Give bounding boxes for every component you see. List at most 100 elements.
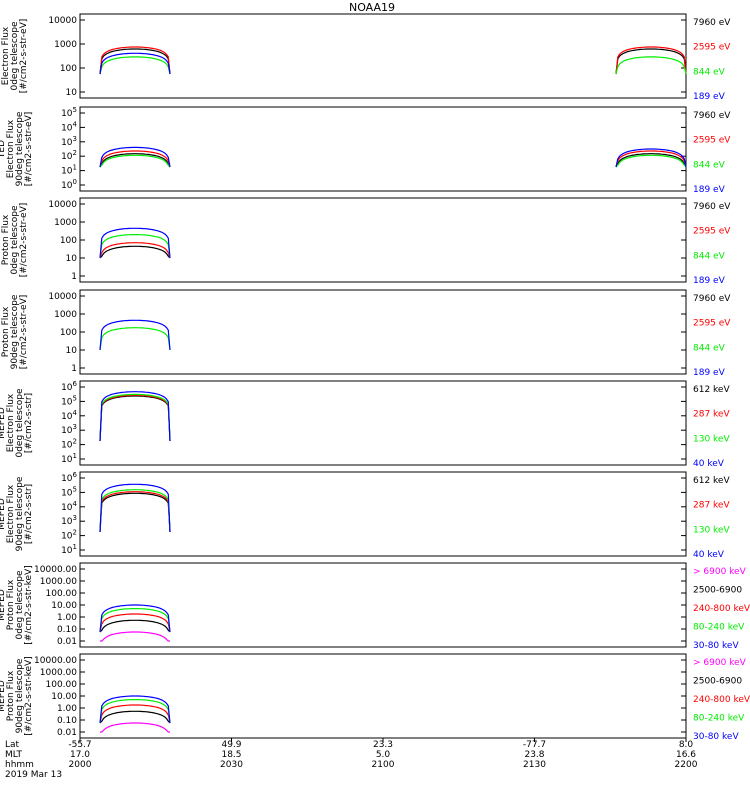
series-line (99, 491, 171, 533)
y-tick-label: 10 (66, 346, 78, 356)
y-tick-label: 100.00 (46, 680, 78, 690)
footer-mlt: 18.5 (221, 750, 241, 760)
y-tick-label: 1 (71, 272, 77, 282)
footer-mlt: 5.0 (376, 750, 391, 760)
legend-entry: 189 eV (693, 185, 726, 195)
legend-entry: 2595 eV (693, 43, 731, 53)
y-tick-label: 102 (61, 529, 77, 542)
y-tick-label: 0.01 (57, 728, 77, 738)
panel-7: 10000.00 1000.00 100.00 10.00 1.00 0.10 0.01 ME… (0, 562, 750, 651)
footer-row-label: 2019 Mar 13 (5, 770, 62, 780)
series-line (99, 619, 171, 633)
y-tick-label: 1.00 (57, 704, 77, 714)
y-tick-label: 10 (66, 88, 78, 98)
y-tick-label: 100.00 (46, 589, 78, 599)
y-tick-label: 1000.00 (40, 577, 77, 587)
footer-lat: -55.7 (68, 740, 91, 750)
y-axis-label: MEPEDElectron Flux0deg telescope[#/cm2-s… (0, 388, 34, 458)
y-tick-label: 104 (61, 500, 77, 513)
legend-entry: 189 eV (693, 276, 726, 286)
y-tick-label: 1000 (54, 310, 77, 320)
legend-entry: 30-80 keV (693, 641, 739, 651)
panel-3: 10000 1000 100 10 1 Proton Flux0deg telescope… (1, 197, 731, 286)
footer-hhmm: 2200 (675, 760, 698, 770)
series-line (99, 48, 687, 75)
series-line (99, 613, 171, 633)
y-tick-label: 104 (61, 409, 77, 422)
legend-entry: 2500-6900 (693, 586, 742, 596)
y-tick-label: 105 (61, 394, 77, 407)
legend-entry: 2595 eV (693, 136, 731, 146)
y-tick-label: 105 (61, 106, 77, 119)
series-line (99, 699, 171, 724)
series-line (99, 492, 171, 533)
y-tick-label: 10 (66, 254, 78, 264)
y-tick-label: 103 (61, 423, 77, 436)
legend-entry: 189 eV (693, 368, 726, 378)
legend-entry: 40 keV (693, 459, 725, 469)
footer-lat: -77.7 (523, 740, 546, 750)
y-tick-label: 10000.00 (34, 565, 77, 575)
series-line (100, 722, 170, 733)
y-axis-label: MEPEDElectron Flux90deg telescope[#/cm2-… (0, 476, 34, 551)
footer-row-label: MLT (5, 750, 23, 760)
y-axis-label: Electron Flux0deg telescope[#/cm2-s-str-… (1, 19, 29, 94)
legend-entry: 7960 eV (693, 111, 731, 121)
y-tick-label: 10000.00 (34, 656, 77, 666)
y-tick-label: 0.10 (57, 625, 77, 635)
y-tick-label: 0.10 (57, 716, 77, 726)
legend-entry: 2500-6900 (693, 677, 742, 687)
y-tick-label: 101 (61, 543, 77, 556)
y-axis-label: Proton Flux90deg telescope[#/cm2-s-str-e… (1, 294, 29, 369)
series-line (99, 242, 171, 259)
legend-entry: 240-800 keV (693, 604, 750, 614)
legend-entry: 2595 eV (693, 319, 731, 329)
y-axis-label: TEDElectron Flux90deg telescope[#/cm2-s-… (0, 111, 34, 186)
series-line (99, 52, 171, 75)
footer-row-label: hhmm (5, 760, 34, 770)
legend-entry: 7960 eV (693, 294, 731, 304)
y-axis-label: MEPEDProton Flux0deg telescope[#/cm2-s-s… (0, 565, 34, 644)
plot-frame (79, 197, 687, 283)
legend-entry: 844 eV (693, 67, 726, 77)
footer-hhmm: 2130 (523, 760, 546, 770)
legend-entry: > 6900 keV (693, 658, 747, 668)
footer-lat: 8.0 (679, 740, 694, 750)
series-line (100, 631, 170, 642)
series-line (99, 395, 171, 442)
legend-entry: 612 keV (693, 385, 730, 395)
y-tick-label: 103 (61, 514, 77, 527)
legend-entry: 80-240 keV (693, 714, 745, 724)
footer-lat: 23.3 (373, 740, 393, 750)
y-tick-label: 1000 (54, 40, 77, 50)
y-tick-label: 105 (61, 485, 77, 498)
legend-entry: 612 keV (693, 476, 730, 486)
legend-entry: 130 keV (693, 525, 730, 535)
series-line (99, 604, 171, 633)
legend-entry: 2595 eV (693, 227, 731, 237)
footer-lat: 49.9 (221, 740, 241, 750)
plot-frame (79, 13, 687, 99)
series-line (99, 483, 171, 533)
series-line (99, 393, 171, 442)
plot-frame (79, 471, 687, 557)
series-line (99, 704, 171, 724)
plot-frame (79, 106, 687, 192)
footer-hhmm: 2100 (372, 760, 395, 770)
y-tick-label: 1000 (54, 218, 77, 228)
plot-frame (79, 380, 687, 466)
series-line (99, 394, 171, 442)
panel-8: 10000.00 1000.00 100.00 10.00 1.00 0.10 0.01 ME… (0, 653, 750, 742)
series-line (99, 227, 171, 259)
y-tick-label: 10.00 (51, 692, 77, 702)
series-line (99, 153, 687, 168)
y-tick-label: 1000.00 (40, 668, 77, 678)
y-tick-label: 101 (61, 452, 77, 465)
legend-entry: 844 eV (693, 343, 726, 353)
series-line (99, 154, 687, 168)
plot-frame (79, 653, 687, 739)
legend-entry: 7960 eV (693, 18, 731, 28)
